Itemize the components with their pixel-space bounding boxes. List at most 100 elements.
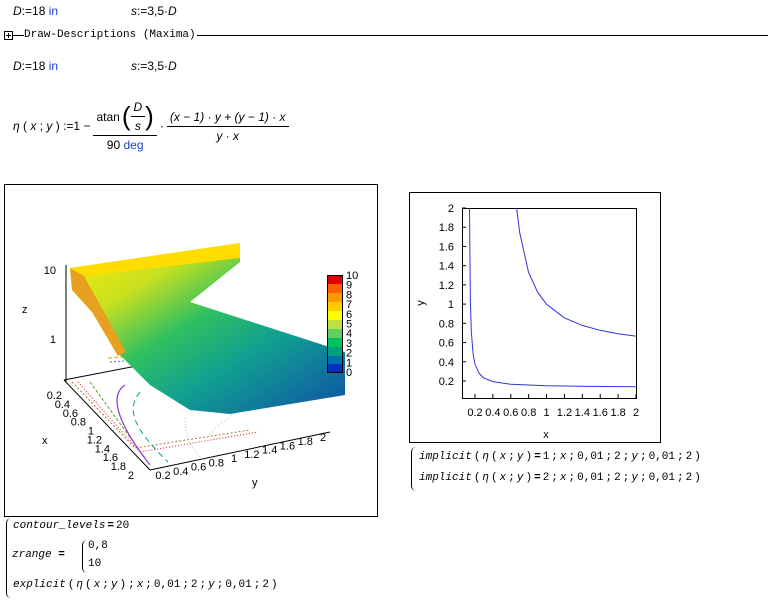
op: := <box>137 59 148 73</box>
token: y <box>208 579 215 591</box>
token: ; <box>622 451 630 463</box>
token: x <box>93 579 101 591</box>
y-tick-label: 1.6 <box>439 241 454 253</box>
z-tick-label: 10 <box>44 265 56 277</box>
number: 90 <box>106 138 121 152</box>
op: ) <box>145 101 154 131</box>
token: ( <box>473 472 481 484</box>
var: D <box>130 100 146 117</box>
x-tick-label: 0.2 <box>467 407 482 419</box>
token: ; <box>639 451 647 463</box>
token: ; <box>508 472 515 484</box>
y-tick-label: 1.4 <box>439 261 454 273</box>
colorbar-tick-label: 0 <box>346 367 352 379</box>
token: ) <box>694 451 701 463</box>
token: 0,01 <box>225 579 252 591</box>
token: y <box>516 451 524 463</box>
token: 2 <box>262 579 269 591</box>
x-tick-label: 0.8 <box>71 417 86 429</box>
x-tick-label: 0.8 <box>521 407 536 419</box>
token: ; <box>253 579 261 591</box>
token: ; <box>508 451 515 463</box>
token: = <box>534 472 541 484</box>
token: 2 <box>542 472 550 484</box>
token: ; <box>551 472 558 484</box>
token: ( <box>491 472 498 484</box>
token: ; <box>676 451 684 463</box>
token: implicit <box>419 451 472 463</box>
op: · <box>164 4 169 18</box>
var: s <box>131 4 137 18</box>
op: := <box>21 59 33 73</box>
colorbar-tick-label: 9 <box>346 280 352 292</box>
token: = <box>58 549 65 561</box>
colorbar-tick-label: 7 <box>346 299 352 311</box>
brace <box>82 540 87 573</box>
y-tick-label: 0.6 <box>439 338 454 350</box>
expression: y · x <box>216 128 240 143</box>
token: explicit <box>13 579 66 591</box>
number: 3,5 <box>147 4 165 18</box>
op: · <box>164 59 169 73</box>
token: ( <box>67 579 75 591</box>
x-tick-label: 0.6 <box>63 408 78 420</box>
token: implicit <box>419 472 472 484</box>
token: η <box>76 579 84 591</box>
z-axis-label: z <box>22 304 28 316</box>
function: atan <box>96 109 120 124</box>
colorbar-tick-label: 5 <box>346 319 352 331</box>
token: 0,01 <box>577 451 604 463</box>
y-tick-label: 0.8 <box>439 318 454 330</box>
number: 18 <box>32 59 46 73</box>
token: ; <box>182 579 189 591</box>
token: y <box>110 579 118 591</box>
brace <box>6 518 11 598</box>
y-tick-label: 1.4 <box>262 445 277 457</box>
definition-line: D:=18 in <box>13 59 58 73</box>
token: 0,8 <box>88 540 108 552</box>
colorbar-tick-label: 2 <box>346 348 352 360</box>
op: ( <box>121 101 131 131</box>
token: y <box>631 451 638 463</box>
var: s <box>134 119 141 133</box>
y-tick-label: 0.4 <box>173 466 188 478</box>
x-axis-label: x <box>543 429 549 441</box>
var: D <box>13 59 22 73</box>
op: := <box>137 4 148 18</box>
var: s <box>131 59 137 73</box>
token: ; <box>676 472 684 484</box>
x-tick-label: 1.6 <box>593 407 608 419</box>
unit: in <box>48 59 59 73</box>
y-tick-label: 1 <box>448 299 454 311</box>
token: ) <box>694 472 701 484</box>
token: contour_levels <box>13 520 106 532</box>
op: := <box>63 119 74 133</box>
brace <box>411 447 416 491</box>
token: ; <box>102 579 109 591</box>
token: 0,01 <box>153 579 181 591</box>
option-line: zrange = <box>12 549 65 561</box>
plot2d-frame[interactable] <box>409 192 661 443</box>
y-tick-label: 1.8 <box>439 222 454 234</box>
op: := <box>21 4 33 18</box>
token: ) <box>525 472 533 484</box>
x-tick-label: 2 <box>128 470 134 482</box>
colorbar-tick-label: 1 <box>346 357 352 369</box>
var: x <box>30 119 37 133</box>
token: ; <box>568 472 576 484</box>
x-tick-label: 1.2 <box>87 434 102 446</box>
op: · <box>159 119 164 133</box>
x-tick-label: 1 <box>88 426 94 438</box>
plot3d-surface <box>70 243 345 414</box>
number: 18 <box>32 4 46 18</box>
region-title[interactable]: Draw-Descriptions (Maxima) <box>24 29 196 41</box>
colorbar-tick-label: 6 <box>346 309 352 321</box>
token: y <box>631 472 638 484</box>
token: 2 <box>685 451 693 463</box>
token: 2 <box>685 472 693 484</box>
op: ) <box>55 119 60 133</box>
